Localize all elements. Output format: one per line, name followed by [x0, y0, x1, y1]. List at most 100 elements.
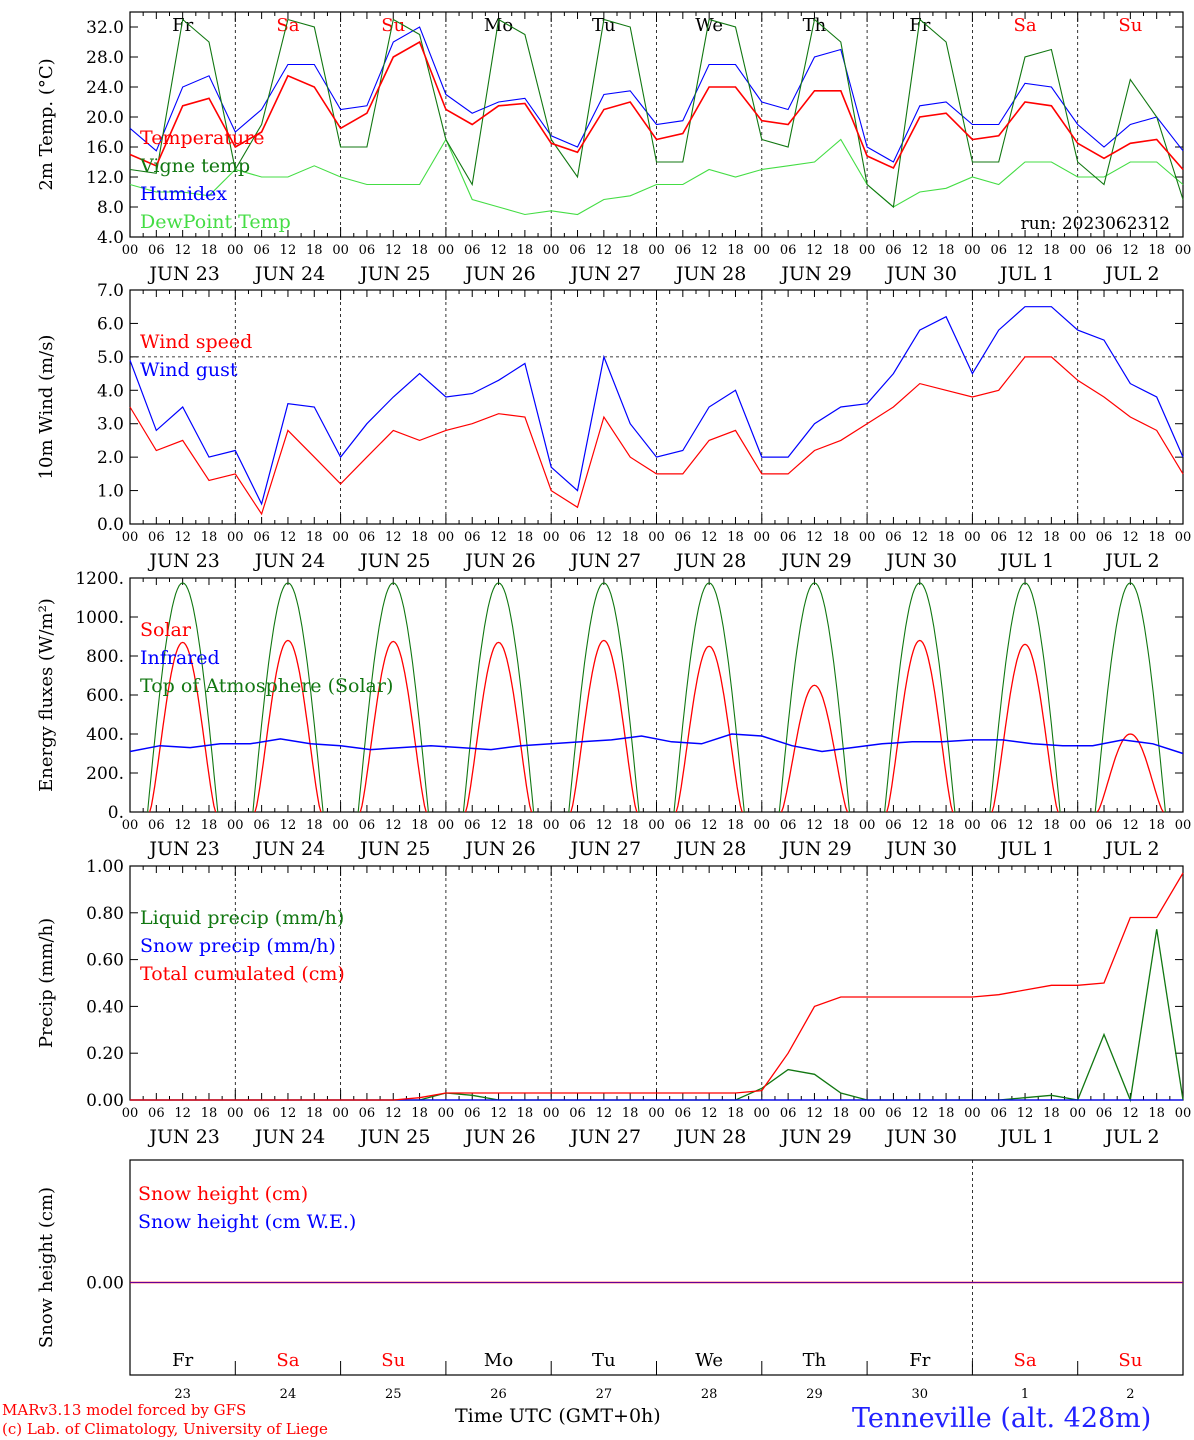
hour-label: 06 — [885, 1106, 902, 1121]
hour-label: 18 — [201, 530, 218, 545]
hour-label: 06 — [780, 243, 797, 258]
hour-label: 00 — [859, 1106, 876, 1121]
hour-label: 06 — [148, 530, 165, 545]
hour-label: 06 — [464, 1106, 481, 1121]
day-name-label: Su — [1118, 15, 1142, 36]
hour-label: 18 — [1043, 530, 1060, 545]
hour-label: 06 — [148, 243, 165, 258]
date-label: JUN 23 — [147, 838, 219, 860]
hour-label: 12 — [280, 1106, 297, 1121]
hour-label: 06 — [253, 818, 270, 833]
legend-entry: Top of Atmosphere (Solar) — [140, 675, 393, 697]
hour-label: 06 — [885, 530, 902, 545]
y-tick-label: 4.0 — [97, 228, 124, 248]
hour-label: 00 — [964, 530, 981, 545]
hour-label: 18 — [517, 243, 534, 258]
hour-label: 00 — [1069, 818, 1086, 833]
hour-label: 06 — [359, 818, 376, 833]
hour-label: 18 — [517, 530, 534, 545]
date-label: JUN 26 — [463, 550, 535, 572]
hour-label: 18 — [411, 1106, 428, 1121]
hour-label: 00 — [543, 243, 560, 258]
day-name-label: Su — [381, 15, 405, 36]
hour-label: 00 — [543, 530, 560, 545]
hour-label: 00 — [438, 530, 455, 545]
y-tick-label: 0.80 — [86, 904, 124, 924]
date-label: JUL 2 — [1103, 1126, 1159, 1148]
day-name-label: Su — [1118, 1350, 1142, 1371]
legend-entry: Wind speed — [140, 331, 252, 353]
hour-label: 06 — [569, 530, 586, 545]
hour-label: 00 — [227, 243, 244, 258]
hour-label: 06 — [990, 818, 1007, 833]
date-label: JUN 24 — [253, 1126, 325, 1148]
hour-label: 12 — [280, 530, 297, 545]
date-label: JUN 23 — [147, 1126, 219, 1148]
y-axis-label: Energy fluxes (W/m²) — [36, 598, 57, 792]
infrared-line — [129, 733, 1184, 755]
date-label: JUN 25 — [358, 838, 430, 860]
toa-solar-curve — [673, 582, 745, 813]
hour-label: 12 — [1017, 530, 1034, 545]
solar-curve — [359, 640, 427, 813]
hour-label: 00 — [859, 530, 876, 545]
solar-curve — [254, 639, 322, 813]
hour-label: 18 — [727, 1106, 744, 1121]
hour-label: 18 — [1043, 818, 1060, 833]
y-tick-label: 32.0 — [86, 18, 124, 38]
hour-label: 06 — [464, 818, 481, 833]
series-line-total — [130, 872, 1184, 1101]
x-axis-title: Time UTC (GMT+0h) — [455, 1405, 661, 1427]
hour-label: 00 — [859, 818, 876, 833]
day-name-label: Fr — [909, 1350, 930, 1371]
y-tick-label: 4.0 — [97, 381, 124, 401]
hour-label: 18 — [411, 818, 428, 833]
hour-label: 00 — [122, 1106, 139, 1121]
date-label: JUN 25 — [358, 263, 430, 285]
day-name-label: Th — [803, 15, 827, 36]
hour-label: 18 — [517, 818, 534, 833]
y-tick-label: 28.0 — [86, 48, 124, 68]
hour-label: 00 — [438, 818, 455, 833]
hour-label: 00 — [1175, 530, 1192, 545]
date-label: JUN 30 — [885, 838, 957, 860]
solar-curve — [570, 639, 638, 813]
hour-label: 00 — [1175, 1106, 1192, 1121]
hour-label: 12 — [174, 818, 191, 833]
hour-label: 06 — [990, 1106, 1007, 1121]
hour-label: 12 — [1122, 1106, 1139, 1121]
legend-entry: Wind gust — [140, 359, 238, 381]
hour-label: 12 — [385, 243, 402, 258]
hour-label: 12 — [701, 818, 718, 833]
y-tick-label: 5.0 — [97, 348, 124, 368]
hour-label: 00 — [1069, 1106, 1086, 1121]
date-label: JUL 1 — [998, 838, 1054, 860]
series-line-humidex — [129, 26, 1184, 163]
hour-label: 18 — [938, 530, 955, 545]
y-tick-label: 600. — [86, 686, 124, 706]
hour-label: 00 — [859, 243, 876, 258]
hour-label: 00 — [1175, 818, 1192, 833]
day-name-label: Tu — [592, 1350, 616, 1371]
hour-label: 18 — [938, 1106, 955, 1121]
run-annotation: run: 2023062312 — [1021, 214, 1170, 234]
date-label: JUN 24 — [253, 263, 325, 285]
hour-label: 00 — [332, 1106, 349, 1121]
hour-label: 18 — [833, 530, 850, 545]
hour-label: 00 — [1069, 530, 1086, 545]
hour-label: 18 — [622, 1106, 639, 1121]
y-axis-label: 2m Temp. (°C) — [36, 58, 57, 190]
hour-label: 12 — [490, 530, 507, 545]
y-tick-label: 0.60 — [86, 951, 124, 971]
hour-label: 00 — [332, 243, 349, 258]
hour-label: 00 — [438, 243, 455, 258]
hour-label: 00 — [754, 818, 771, 833]
day-name-label: We — [695, 15, 723, 36]
hour-label: 06 — [990, 530, 1007, 545]
date-label: JUN 25 — [358, 550, 430, 572]
day-number-label: 24 — [280, 1387, 297, 1402]
hour-label: 18 — [938, 818, 955, 833]
hour-label: 12 — [701, 243, 718, 258]
hour-label: 00 — [754, 1106, 771, 1121]
series-line-temperature — [129, 40, 1184, 171]
